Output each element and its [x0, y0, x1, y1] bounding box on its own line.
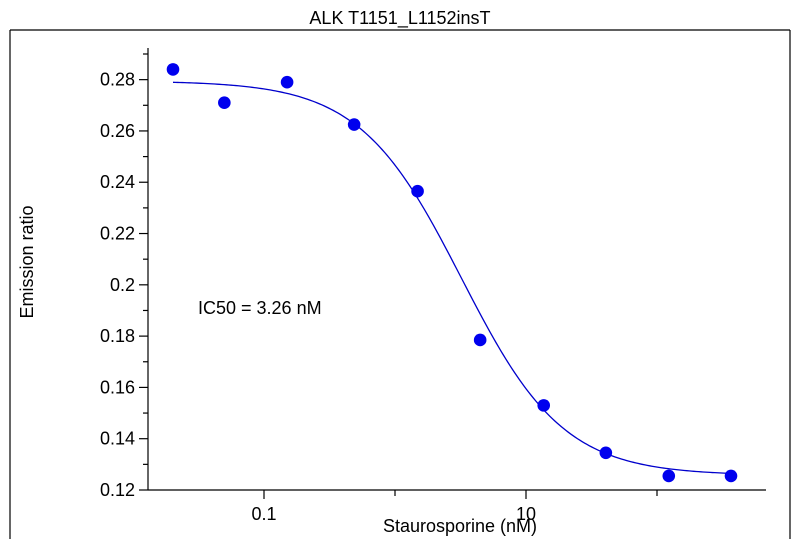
- data-point: [280, 75, 294, 89]
- y-axis-ticks: 0.12 0.14 0.16 0.18 0.2 0.22 0.24 0.26 0.28: [100, 53, 148, 500]
- ic50-annotation: IC50 = 3.26 nM: [198, 298, 322, 318]
- y-tick-label: 0.26: [100, 121, 135, 141]
- data-point: [347, 118, 361, 131]
- data-point: [724, 469, 738, 483]
- x-tick-label: 10: [516, 504, 536, 524]
- x-axis-ticks: 0.1 10: [251, 490, 658, 524]
- x-tick-label: 0.1: [251, 504, 276, 524]
- data-point: [218, 96, 231, 110]
- data-point: [166, 63, 180, 76]
- y-tick-label: 0.28: [100, 70, 135, 90]
- chart-title: ALK T1151_L1152insT: [309, 8, 490, 29]
- data-point: [599, 446, 613, 460]
- y-tick-label: 0.2: [110, 275, 135, 295]
- y-tick-label: 0.12: [100, 480, 135, 500]
- y-axis-label: Emission ratio: [17, 205, 37, 318]
- x-axis-label: Staurosporine (nM): [383, 516, 537, 536]
- y-tick-label: 0.14: [100, 429, 135, 449]
- data-point: [537, 399, 551, 412]
- data-point: [473, 333, 487, 347]
- data-point: [411, 184, 424, 198]
- y-tick-label: 0.18: [100, 326, 135, 346]
- y-tick-label: 0.16: [100, 377, 135, 397]
- y-tick-label: 0.24: [100, 172, 135, 192]
- y-tick-label: 0.22: [100, 224, 135, 244]
- fit-curve: [172, 81, 732, 475]
- data-point: [662, 469, 676, 483]
- data-points: [166, 63, 738, 483]
